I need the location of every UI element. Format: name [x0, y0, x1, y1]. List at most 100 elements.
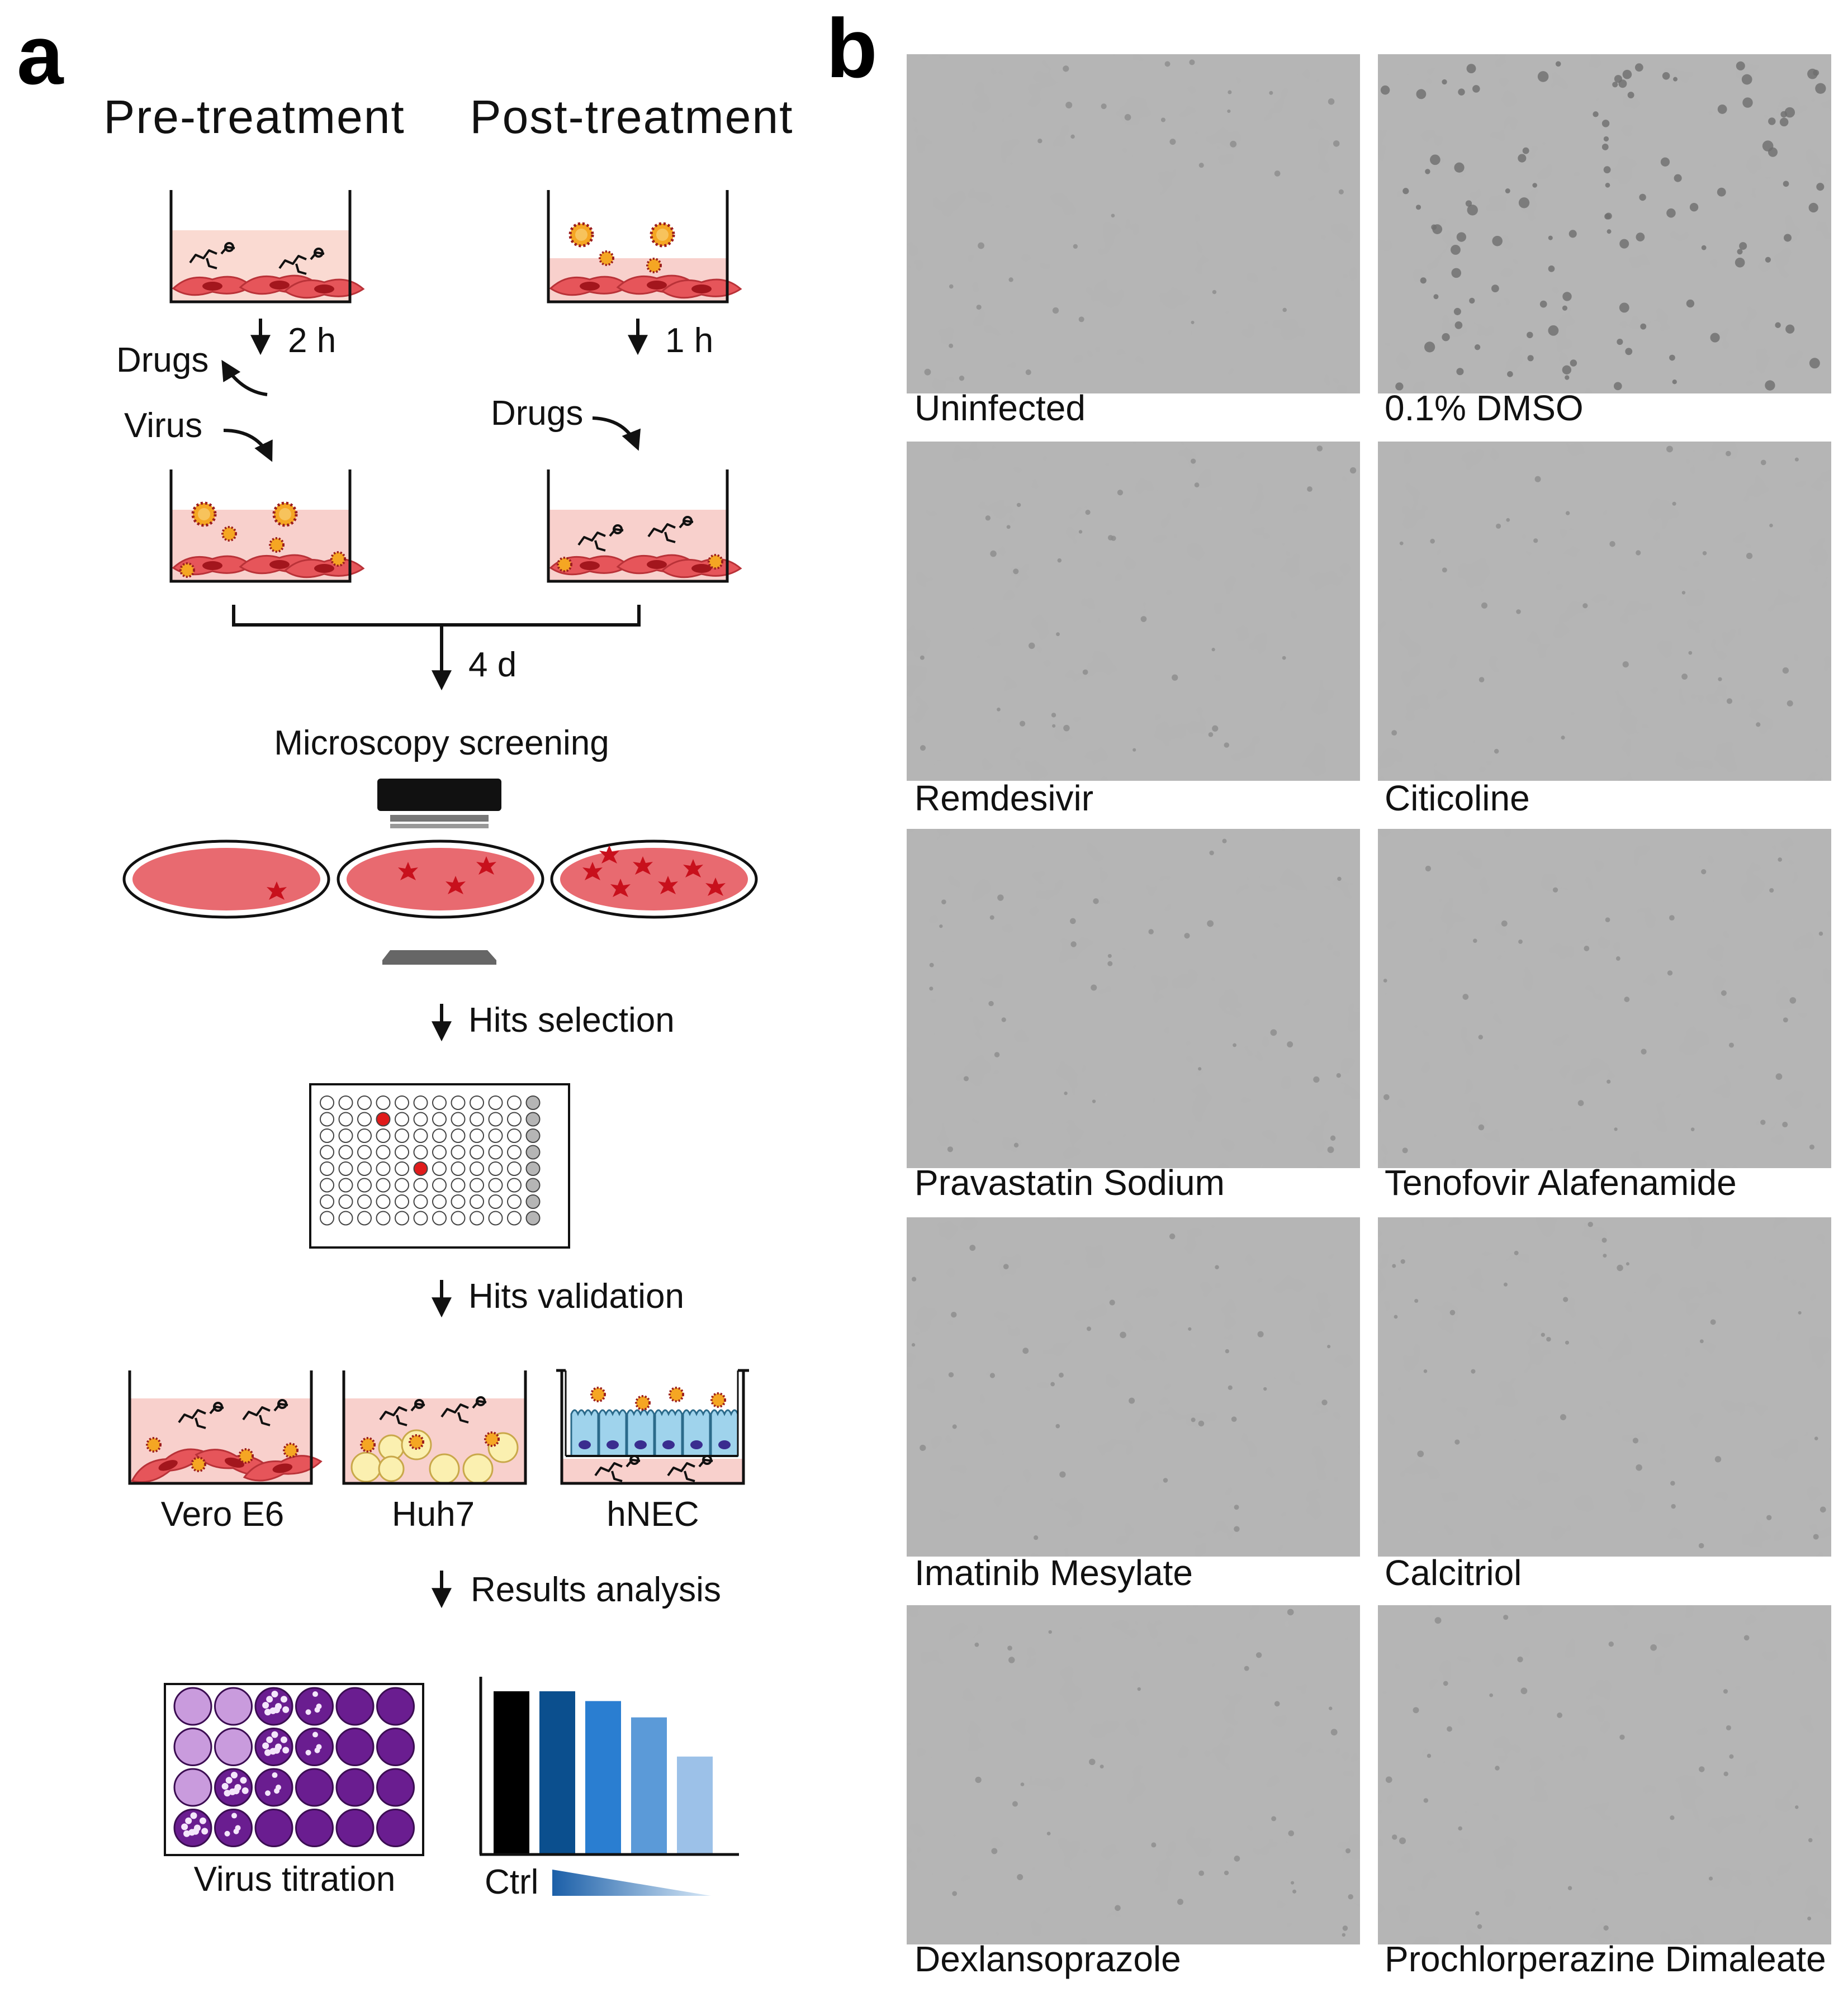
- cell-debris: [1636, 233, 1645, 241]
- plate-well: [376, 1145, 391, 1160]
- plate-well: [507, 1112, 522, 1127]
- nasal-epithelial-cell: [570, 1409, 599, 1457]
- cell-debris: [1533, 538, 1538, 543]
- titration-well: [295, 1809, 334, 1847]
- cell-nucleus: [690, 1440, 703, 1449]
- cell-debris: [1287, 1609, 1294, 1616]
- cell-debris: [1537, 71, 1549, 82]
- cell-debris: [1290, 1881, 1295, 1885]
- cell-nucleus: [579, 1440, 591, 1449]
- cell-debris: [1522, 147, 1529, 154]
- cell-debris: [1188, 1327, 1192, 1331]
- cell-debris: [1228, 90, 1232, 94]
- plate-well: [338, 1211, 353, 1226]
- cell-debris: [1420, 277, 1427, 284]
- cell-debris: [1425, 865, 1432, 872]
- cell-debris: [1798, 1311, 1802, 1315]
- plaque: [282, 1747, 290, 1754]
- titration-well: [376, 1809, 415, 1847]
- cell-debris: [1650, 1644, 1657, 1651]
- cell-debris: [1737, 249, 1743, 255]
- plaque: [312, 1732, 318, 1738]
- cell-debris: [1741, 74, 1752, 85]
- titration-well: [295, 1728, 334, 1766]
- plate-well: [432, 1161, 447, 1176]
- pre-time-label: 2 h: [288, 321, 336, 360]
- cell-debris: [1813, 69, 1819, 76]
- plate-well: [525, 1112, 541, 1127]
- cell-debris: [1046, 1832, 1051, 1835]
- titration-well: [173, 1768, 212, 1807]
- plate-well: [470, 1128, 484, 1143]
- cell-debris: [1467, 205, 1478, 216]
- cell-debris: [1342, 1925, 1348, 1931]
- cell-debris: [1007, 1645, 1012, 1651]
- cell-debris: [1137, 1687, 1141, 1691]
- hit-well: [413, 1161, 428, 1176]
- plaque: [266, 1736, 273, 1743]
- plate-well: [507, 1178, 522, 1193]
- cell-debris: [997, 707, 1001, 711]
- cell-debris: [1234, 1505, 1239, 1510]
- cell-debris: [1092, 1099, 1096, 1103]
- plate-well: [432, 1095, 447, 1110]
- cell-debris: [1702, 551, 1707, 556]
- cell-nucleus: [606, 1440, 619, 1449]
- plaque: [280, 1736, 287, 1743]
- post-treatment-well-drugs: [547, 469, 742, 583]
- cell-debris: [1454, 1439, 1460, 1445]
- cell-debris: [1726, 1725, 1731, 1730]
- ctrl-label: Ctrl: [485, 1863, 538, 1901]
- cell-debris: [1563, 1297, 1569, 1302]
- cell-debris: [1562, 365, 1572, 374]
- plaque: [262, 1742, 269, 1749]
- cell-debris: [991, 1848, 998, 1854]
- cell-debris: [1016, 502, 1021, 507]
- cell-debris: [1329, 1706, 1333, 1710]
- cell-debris: [1191, 320, 1195, 324]
- cell-debris: [920, 655, 925, 660]
- hits-validation-label: Hits validation: [468, 1277, 684, 1316]
- plaque: [231, 1813, 237, 1819]
- cell-debris: [1169, 1233, 1176, 1240]
- cell-debris: [1816, 183, 1825, 191]
- cell-debris: [1380, 85, 1390, 95]
- cell-debris: [1107, 535, 1113, 540]
- plate-well: [451, 1211, 466, 1226]
- cell-debris: [1681, 673, 1688, 680]
- cell-debris: [1442, 567, 1447, 573]
- micrograph-texture: [907, 1217, 1360, 1557]
- cell-debris: [1109, 1299, 1115, 1306]
- cell-debris: [1224, 742, 1230, 748]
- cell-debris: [1710, 1319, 1716, 1325]
- nasal-epithelial-cell: [710, 1409, 739, 1457]
- cell-debris: [1198, 163, 1204, 168]
- cell-debris: [1117, 490, 1124, 496]
- cell-debris: [1234, 1856, 1240, 1862]
- micrograph-label: 0.1% DMSO: [1385, 388, 1584, 428]
- micrograph-panel: Uninfected: [907, 54, 1360, 428]
- plaque: [269, 1707, 277, 1714]
- cell-debris: [1451, 245, 1461, 255]
- cell-debris: [1674, 174, 1682, 182]
- cell-debris: [1765, 380, 1775, 391]
- cell-debris: [1481, 602, 1487, 609]
- plate-well: [488, 1194, 503, 1209]
- cell-debris: [1603, 136, 1609, 142]
- cell-debris: [1612, 82, 1618, 88]
- hits-selection-label: Hits selection: [468, 1001, 675, 1040]
- cell-debris: [1330, 1135, 1336, 1141]
- cell-debris: [1782, 667, 1789, 674]
- cell-debris: [1641, 1049, 1647, 1055]
- cell-debris: [1548, 325, 1559, 336]
- cell-debris: [1070, 134, 1075, 139]
- cell-debris: [1402, 188, 1409, 195]
- plaque: [269, 1748, 277, 1755]
- cell-debris: [1698, 1543, 1704, 1549]
- cell-debris: [1603, 1254, 1607, 1258]
- plate-well: [320, 1211, 334, 1226]
- result-bar: [494, 1691, 529, 1854]
- cell-debris: [988, 1000, 994, 1007]
- cell-debris: [1474, 344, 1481, 350]
